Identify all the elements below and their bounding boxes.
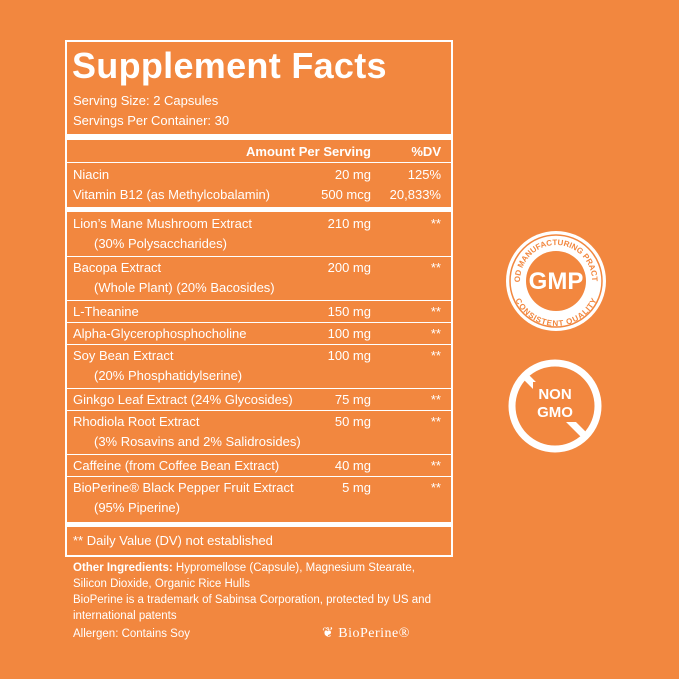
nutrient-dv: ** — [430, 392, 441, 407]
nutrient-dv: ** — [430, 260, 441, 275]
rule — [67, 344, 451, 345]
title: Supplement Facts — [72, 45, 387, 86]
rule — [67, 162, 451, 163]
gmp-center-text: GMP — [529, 268, 584, 295]
badge-ring — [508, 359, 602, 453]
rule — [67, 476, 451, 477]
other-ingredients: Other Ingredients: Hypromellose (Capsule… — [73, 560, 415, 576]
nutrient-name: Niacin — [73, 167, 110, 182]
other-ingredients-text: Silicon Dioxide, Organic Rice Hulls — [73, 578, 251, 590]
rule — [67, 454, 451, 455]
nutrient-dv: ** — [430, 348, 441, 363]
nutrient-amount: 40 mg — [334, 458, 371, 473]
nutrient-amount: 500 mcg — [321, 187, 371, 202]
nutrient-name: Soy Bean Extract — [73, 348, 174, 363]
rule — [67, 322, 451, 323]
facts-panel — [65, 40, 453, 557]
thick-rule — [67, 522, 451, 527]
footnote: ** Daily Value (DV) not established — [73, 533, 273, 548]
gmp-badge: GOOD MANUFACTURING PRACTICE CONSISTENT Q… — [500, 225, 606, 331]
nutrient-name: Caffeine (from Coffee Bean Extract) — [73, 458, 280, 473]
nutrient-name: Bacopa Extract — [73, 260, 162, 275]
nutrient-amount: 5 mg — [342, 480, 371, 495]
serving-size: Serving Size: 2 Capsules — [73, 93, 219, 108]
nutrient-amount: 150 mg — [327, 304, 371, 319]
nutrient-amount: 75 mg — [334, 392, 371, 407]
rule — [67, 388, 451, 389]
nutrient-dv: ** — [430, 414, 441, 429]
nutrient-detail: (95% Piperine) — [94, 500, 180, 515]
nutrient-amount: 100 mg — [327, 326, 371, 341]
rule — [67, 300, 451, 301]
badge-mask — [533, 382, 577, 422]
thick-rule — [67, 134, 451, 140]
rule — [67, 256, 451, 257]
nutrient-amount: 50 mg — [334, 414, 371, 429]
bioperine-logo-text: BioPerine® — [338, 626, 410, 641]
nutrient-amount: 20 mg — [334, 167, 371, 182]
rule — [67, 410, 451, 411]
trademark: BioPerine is a trademark of Sabinsa Corp… — [73, 594, 431, 606]
nutrient-detail: (3% Rosavins and 2% Salidrosides) — [94, 434, 301, 449]
nutrient-dv: ** — [430, 216, 441, 231]
amount-header: Amount Per Serving — [246, 144, 371, 159]
nutrient-amount: 200 mg — [327, 260, 371, 275]
non-gmo-badge: NON GMO — [508, 359, 602, 453]
nutrient-dv: 20,833% — [389, 187, 441, 202]
nutrient-detail: (Whole Plant) (20% Bacosides) — [94, 280, 275, 295]
nutrient-dv: ** — [430, 326, 441, 341]
dv-header: %DV — [411, 144, 441, 159]
nutrient-detail: (30% Polysaccharides) — [94, 236, 227, 251]
nutrient-name: Vitamin B12 (as Methylcobalamin) — [73, 187, 271, 202]
other-ingredients-label: Other Ingredients: — [73, 562, 173, 574]
nutrient-name: Alpha-Glycerophosphocholine — [73, 326, 247, 341]
thick-rule — [67, 207, 451, 212]
badge-center — [526, 251, 586, 311]
non-text: NON — [538, 386, 571, 403]
nutrient-name: Lion’s Mane Mushroom Extract — [73, 216, 252, 231]
nutrient-amount: 210 mg — [327, 216, 371, 231]
nutrient-detail: (20% Phosphatidylserine) — [94, 368, 243, 383]
trademark: international patents — [73, 610, 177, 622]
nutrient-dv: ** — [430, 458, 441, 473]
nutrient-amount: 100 mg — [327, 348, 371, 363]
nutrient-dv: ** — [430, 304, 441, 319]
allergen: Allergen: Contains Soy — [73, 628, 190, 640]
nutrient-name: Rhodiola Root Extract — [73, 414, 200, 429]
nutrient-dv: 125% — [407, 167, 441, 182]
nutrient-name: BioPerine® Black Pepper Fruit Extract — [73, 480, 294, 495]
bioperine-logo: ❦ BioPerine® — [322, 626, 410, 641]
other-ingredients-text: Hypromellose (Capsule), Magnesium Steara… — [175, 562, 415, 574]
gmo-text: GMO — [537, 404, 573, 421]
nutrient-name: L-Theanine — [73, 304, 139, 319]
badge-ring — [509, 234, 603, 328]
nutrient-name: Ginkgo Leaf Extract (24% Glycosides) — [73, 392, 293, 407]
servings-per-container: Servings Per Container: 30 — [73, 113, 230, 128]
nutrient-dv: ** — [430, 480, 441, 495]
